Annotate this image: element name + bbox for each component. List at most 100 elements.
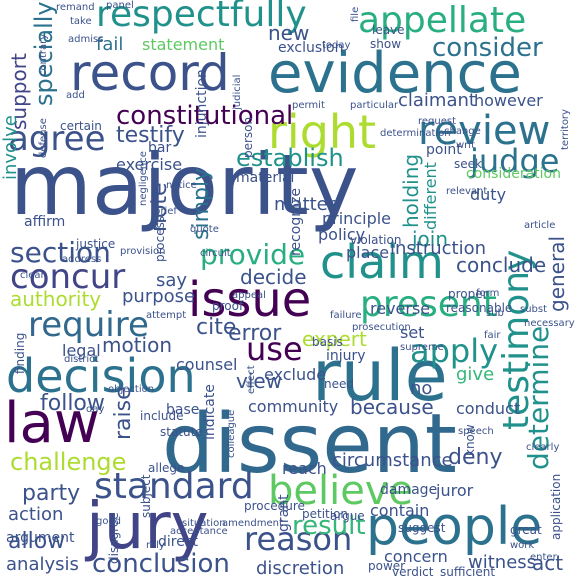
word-result: result bbox=[292, 511, 366, 541]
word-dissent: dissent bbox=[162, 397, 457, 492]
word-authority: authority bbox=[10, 287, 101, 311]
word-necessary: necessary bbox=[524, 318, 575, 329]
word-person: person bbox=[241, 117, 255, 158]
word-point: point bbox=[426, 142, 462, 158]
word-material: material bbox=[236, 170, 294, 186]
word-require: require bbox=[28, 305, 149, 345]
word-different: different bbox=[421, 162, 440, 230]
word-deny: deny bbox=[448, 445, 502, 470]
word-allege: allege bbox=[148, 461, 184, 475]
word-objection: objection bbox=[108, 384, 154, 395]
word-law: law bbox=[4, 391, 100, 456]
word-good: good bbox=[96, 516, 121, 527]
word-rule: rule bbox=[312, 335, 448, 417]
word-action: action bbox=[8, 504, 63, 525]
word-basis: basis bbox=[312, 335, 343, 349]
word-writ: writ bbox=[456, 140, 475, 151]
word-effect: effect bbox=[246, 365, 257, 394]
word-exercise: exercise bbox=[116, 155, 182, 174]
word-quote: quote bbox=[190, 224, 219, 235]
word-provision: provision bbox=[120, 246, 166, 257]
word-specially: specially bbox=[30, 1, 58, 106]
word-apply: apply bbox=[410, 332, 498, 370]
word-give: give bbox=[456, 364, 494, 385]
word-cite: cite bbox=[196, 315, 236, 340]
word-request: request bbox=[418, 116, 456, 127]
word-conclude: conclude bbox=[456, 253, 546, 277]
word-grant: grant bbox=[276, 494, 292, 532]
word-enter: enter bbox=[530, 552, 558, 563]
word-view: view bbox=[236, 369, 282, 393]
word-day: day bbox=[86, 404, 104, 415]
word-fail: fail bbox=[96, 34, 123, 55]
word-use: use bbox=[246, 330, 303, 368]
word-evidence: evidence bbox=[268, 41, 522, 106]
word-community: community bbox=[248, 397, 338, 416]
word-disagree: disagree bbox=[107, 512, 121, 564]
word-contrary: contrary bbox=[38, 34, 49, 76]
word-issue: issue bbox=[188, 272, 311, 328]
word-party: party bbox=[22, 481, 80, 506]
word-witness: witness bbox=[468, 552, 536, 573]
word-bar: bar bbox=[148, 140, 171, 156]
word-today: today bbox=[322, 40, 351, 51]
word-decision: decision bbox=[6, 349, 196, 403]
word-clear: clear bbox=[20, 270, 46, 281]
word-admiss: admiss bbox=[68, 34, 103, 45]
word-instruction: instruction bbox=[390, 238, 486, 259]
word-sufficient: sufficient bbox=[440, 565, 495, 576]
word-attempt: attempt bbox=[146, 310, 186, 321]
word-indicate: indicate bbox=[202, 384, 218, 440]
word-circumstance: circumstance bbox=[332, 450, 453, 471]
word-particular: particular bbox=[350, 100, 399, 111]
word-need: need bbox=[324, 377, 354, 391]
word-proof: proof bbox=[212, 299, 244, 313]
word-rely: rely bbox=[146, 540, 165, 551]
word-procedure: procedure bbox=[244, 499, 305, 513]
word-general: general bbox=[545, 236, 569, 312]
word-reverse: reverse bbox=[370, 299, 430, 318]
word-review: review bbox=[418, 108, 550, 154]
word-determine: determine bbox=[522, 326, 555, 470]
word-testify: testify bbox=[116, 123, 185, 148]
word-jury: jury bbox=[84, 490, 209, 564]
word-purpose: purpose bbox=[122, 286, 195, 307]
word-join: join bbox=[411, 227, 448, 251]
word-fair: fair bbox=[484, 330, 501, 341]
word-file: file bbox=[350, 7, 361, 22]
word-concur: concur bbox=[10, 257, 125, 297]
word-subst: subst bbox=[520, 304, 547, 315]
word-petition: petition bbox=[302, 507, 348, 521]
word-conclusion: conclusion bbox=[92, 549, 230, 576]
word-majority: majority bbox=[10, 136, 359, 234]
word-speech: speech bbox=[458, 426, 494, 437]
word-reasonable: reasonable bbox=[446, 301, 512, 315]
word-failure: failure bbox=[330, 310, 362, 321]
word-analysis: analysis bbox=[6, 554, 79, 575]
word-damage: damage bbox=[380, 482, 437, 498]
word-suggest: suggest bbox=[398, 521, 446, 535]
word-address: address bbox=[62, 254, 101, 265]
word-appellate: appellate bbox=[358, 0, 526, 41]
word-provide: provide bbox=[200, 238, 305, 271]
word-power: power bbox=[368, 559, 405, 573]
word-principle: principle bbox=[322, 209, 391, 228]
word-relevant: relevant bbox=[446, 186, 487, 197]
word-duty: duty bbox=[470, 185, 506, 204]
word-constitutional: constitutional bbox=[116, 101, 293, 131]
word-remand: remand bbox=[56, 2, 95, 13]
word-consideration: consideration bbox=[466, 166, 561, 182]
word-circuit: circuit bbox=[200, 248, 231, 259]
word-exclude: exclude bbox=[264, 365, 326, 384]
word-establish: establish bbox=[236, 144, 344, 172]
word-reach: reach bbox=[282, 459, 327, 478]
word-proper: proper bbox=[448, 287, 488, 301]
word-argument: argument bbox=[6, 530, 75, 546]
word-great: great bbox=[510, 523, 542, 537]
word-set: set bbox=[400, 323, 424, 342]
word-application: application bbox=[549, 474, 563, 540]
word-supreme: supreme bbox=[400, 342, 444, 353]
word-territory: territory bbox=[560, 109, 571, 150]
